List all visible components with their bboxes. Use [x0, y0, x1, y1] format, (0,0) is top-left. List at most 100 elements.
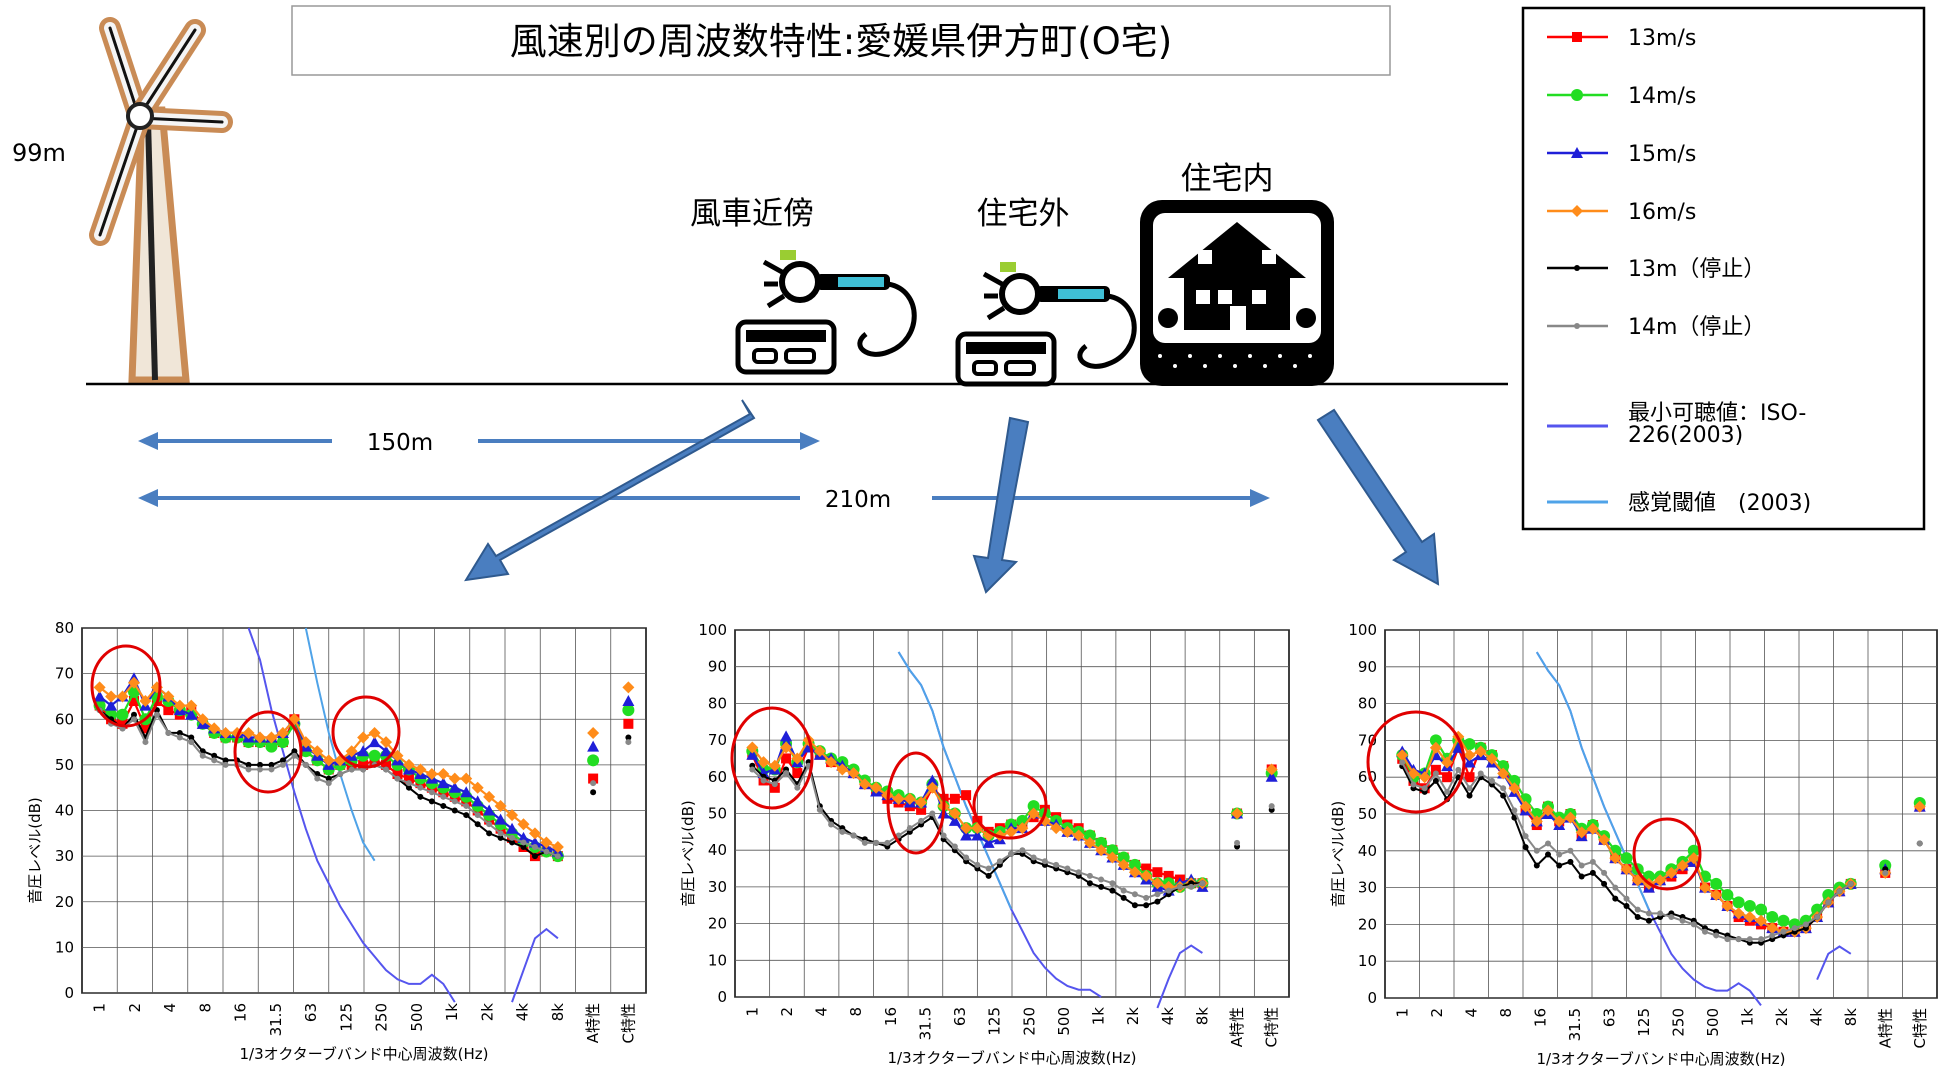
pointer-arrow-near	[464, 399, 756, 582]
data-point	[1567, 847, 1574, 854]
data-point	[357, 745, 370, 757]
legend-item: 13m/s	[1547, 26, 1696, 51]
legend-label: 226(2003)	[1628, 423, 1743, 448]
data-point	[1645, 917, 1652, 924]
y-tick-label: 0	[1367, 989, 1377, 1007]
data-point	[1567, 858, 1574, 865]
data-point	[1735, 936, 1742, 943]
data-point	[825, 756, 838, 769]
data-point	[257, 761, 264, 768]
data-point	[1199, 880, 1206, 887]
data-point	[757, 767, 770, 779]
data-point	[1141, 863, 1152, 874]
data-point	[1176, 883, 1183, 890]
data-point	[474, 821, 481, 828]
data-point	[963, 854, 970, 861]
data-point	[497, 830, 504, 837]
y-tick-label: 20	[55, 893, 74, 911]
data-point	[127, 676, 140, 689]
data-point	[1676, 859, 1689, 872]
data-point	[1477, 770, 1484, 777]
data-point	[405, 784, 412, 791]
x-tick-label: 2	[1428, 1008, 1446, 1018]
data-point	[509, 839, 516, 846]
data-point	[506, 809, 519, 822]
data-point	[1836, 888, 1843, 895]
data-point	[219, 726, 232, 739]
data-point	[960, 822, 973, 835]
data-point	[1769, 932, 1776, 939]
highlight-circle	[886, 751, 946, 855]
data-point	[1508, 782, 1521, 795]
hearing-threshold-line	[1816, 945, 1852, 980]
x-tick-label: A特性	[584, 1003, 602, 1043]
data-point	[1533, 862, 1540, 869]
data-point	[402, 758, 415, 771]
data-point	[1165, 887, 1172, 894]
data-point	[1151, 877, 1164, 890]
data-point	[437, 768, 450, 780]
x-tick-label: 8	[196, 1003, 214, 1013]
y-tick-label: 40	[55, 802, 74, 820]
data-point	[974, 861, 981, 868]
data-point	[1847, 880, 1854, 887]
x-tick-label: 1	[91, 1003, 109, 1013]
y-tick-label: 80	[55, 619, 74, 637]
data-point	[254, 731, 267, 744]
data-point	[1152, 867, 1163, 878]
highlight-circle	[90, 644, 162, 728]
data-point	[1701, 928, 1708, 935]
data-point	[1442, 772, 1453, 783]
data-point	[1441, 756, 1454, 769]
legend-marker	[1571, 205, 1583, 217]
house-icon	[1140, 200, 1334, 386]
c-weighted-point	[1268, 803, 1275, 810]
data-point	[1609, 852, 1622, 865]
data-point	[311, 745, 324, 758]
x-tick-label: 2	[778, 1007, 796, 1017]
data-point	[337, 771, 344, 777]
data-point	[1732, 896, 1745, 909]
data-point	[1095, 836, 1108, 849]
data-point	[474, 812, 481, 819]
data-point	[996, 858, 1003, 865]
c-weighted-point	[1916, 840, 1923, 847]
x-tick-label: 500	[408, 1003, 426, 1032]
data-point	[405, 780, 412, 787]
data-point	[1500, 792, 1507, 799]
data-point	[1474, 745, 1487, 758]
data-point	[1698, 881, 1711, 894]
x-tick-label: 250	[1669, 1008, 1687, 1037]
data-point	[279, 761, 286, 768]
data-point	[543, 848, 550, 855]
data-point	[1466, 792, 1473, 799]
legend-label: 16m/s	[1628, 200, 1696, 225]
data-point	[1072, 829, 1085, 842]
x-axis-title: 1/3オクターブバンド中心周波数(Hz)	[1537, 1050, 1786, 1068]
data-point	[1755, 903, 1768, 916]
x-tick-label: 125	[1635, 1008, 1653, 1037]
legend-item: 13m（停止）	[1547, 257, 1765, 282]
y-tick-label: 30	[1358, 879, 1377, 897]
data-point	[1758, 936, 1765, 943]
x-tick-label: 63	[302, 1003, 320, 1022]
data-point	[870, 781, 883, 794]
data-point	[242, 726, 255, 739]
c-weighted-point	[623, 718, 634, 729]
a-weighted-point	[1231, 807, 1244, 820]
x-tick-label: 31.5	[267, 1003, 285, 1036]
data-point	[93, 681, 106, 694]
data-point	[1399, 759, 1406, 766]
data-point	[471, 795, 484, 807]
data-point	[1106, 844, 1119, 857]
data-point	[791, 752, 804, 765]
data-point	[368, 736, 381, 748]
data-point	[211, 752, 218, 759]
data-point	[1098, 883, 1105, 890]
data-point	[792, 768, 803, 779]
data-point	[116, 708, 129, 721]
y-tick-label: 0	[717, 988, 727, 1006]
height-label: 99m	[12, 139, 66, 167]
data-point	[1109, 887, 1116, 894]
data-point	[1724, 936, 1731, 943]
